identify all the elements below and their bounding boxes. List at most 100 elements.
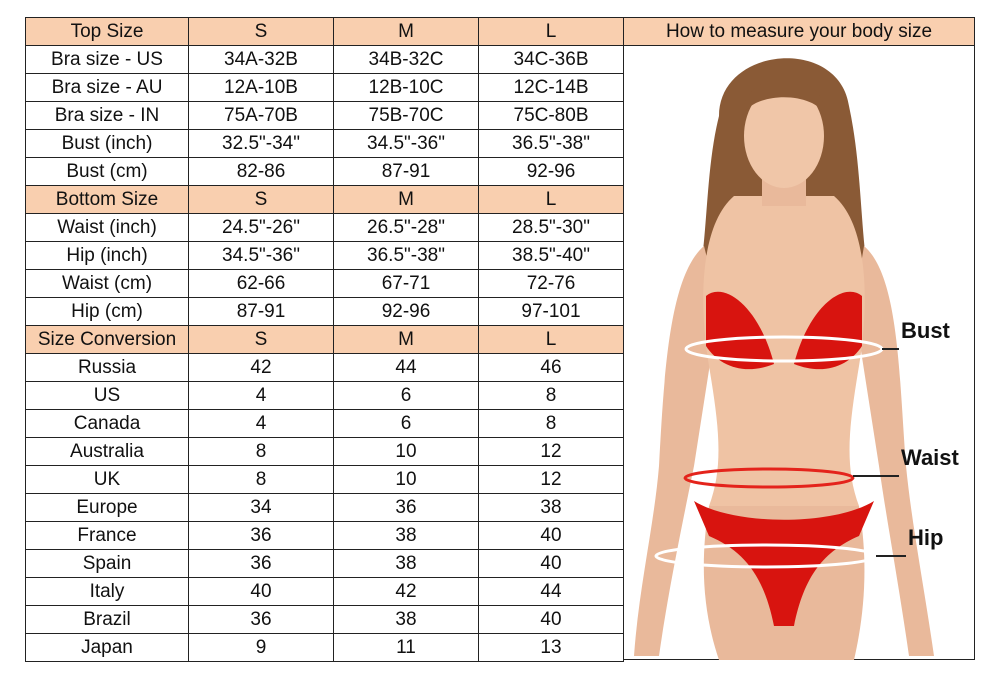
header-cell: Size Conversion: [25, 325, 189, 354]
value-cell: 97-101: [478, 297, 624, 326]
table-row: Canada 4 6 8: [25, 409, 624, 438]
value-cell: 38: [333, 521, 479, 550]
value-cell: 36.5"-38": [478, 129, 624, 158]
value-cell: 36: [333, 493, 479, 522]
value-cell: 36: [188, 521, 334, 550]
value-cell: 32.5"-34": [188, 129, 334, 158]
header-cell: L: [478, 17, 624, 46]
value-cell: 34A-32B: [188, 45, 334, 74]
value-cell: 62-66: [188, 269, 334, 298]
value-cell: 87-91: [188, 297, 334, 326]
section-header-row: Bottom Size S M L: [25, 185, 624, 214]
value-cell: 75A-70B: [188, 101, 334, 130]
row-label-cell: Hip (cm): [25, 297, 189, 326]
value-cell: 34B-32C: [333, 45, 479, 74]
value-cell: 87-91: [333, 157, 479, 186]
row-label-cell: Europe: [25, 493, 189, 522]
value-cell: 34.5"-36": [188, 241, 334, 270]
header-cell: M: [333, 325, 479, 354]
value-cell: 38: [333, 549, 479, 578]
value-cell: 6: [333, 381, 479, 410]
header-cell: M: [333, 17, 479, 46]
value-cell: 46: [478, 353, 624, 382]
row-label-cell: US: [25, 381, 189, 410]
bust-label: Bust: [901, 318, 950, 343]
table-row: Russia 42 44 46: [25, 353, 624, 382]
value-cell: 10: [333, 437, 479, 466]
table-row: Europe 34 36 38: [25, 493, 624, 522]
table-row: Bust (cm) 82-86 87-91 92-96: [25, 157, 624, 186]
hip-label: Hip: [908, 525, 944, 550]
value-cell: 40: [478, 549, 624, 578]
value-cell: 12B-10C: [333, 73, 479, 102]
value-cell: 28.5"-30": [478, 213, 624, 242]
value-cell: 75C-80B: [478, 101, 624, 130]
header-cell: L: [478, 325, 624, 354]
value-cell: 40: [478, 605, 624, 634]
row-label-cell: Australia: [25, 437, 189, 466]
value-cell: 9: [188, 633, 334, 662]
value-cell: 72-76: [478, 269, 624, 298]
header-cell: Top Size: [25, 17, 189, 46]
row-label-cell: Spain: [25, 549, 189, 578]
row-label-cell: Canada: [25, 409, 189, 438]
panel-title: How to measure your body size: [624, 18, 974, 46]
header-cell: S: [188, 325, 334, 354]
table-row: Brazil 36 38 40: [25, 605, 624, 634]
value-cell: 8: [188, 437, 334, 466]
value-cell: 42: [188, 353, 334, 382]
row-label-cell: Bra size - US: [25, 45, 189, 74]
table-row: Spain 36 38 40: [25, 549, 624, 578]
value-cell: 11: [333, 633, 479, 662]
table-row: France 36 38 40: [25, 521, 624, 550]
value-cell: 10: [333, 465, 479, 494]
row-label-cell: Italy: [25, 577, 189, 606]
table-row: Bra size - US 34A-32B 34B-32C 34C-36B: [25, 45, 624, 74]
value-cell: 6: [333, 409, 479, 438]
table-row: Italy 40 42 44: [25, 577, 624, 606]
value-cell: 38: [333, 605, 479, 634]
table-row: US 4 6 8: [25, 381, 624, 410]
value-cell: 13: [478, 633, 624, 662]
table-row: Bra size - AU 12A-10B 12B-10C 12C-14B: [25, 73, 624, 102]
value-cell: 12C-14B: [478, 73, 624, 102]
value-cell: 38: [478, 493, 624, 522]
header-cell: S: [188, 185, 334, 214]
value-cell: 67-71: [333, 269, 479, 298]
section-header-row: Size Conversion S M L: [25, 325, 624, 354]
table-row: Australia 8 10 12: [25, 437, 624, 466]
value-cell: 4: [188, 381, 334, 410]
value-cell: 34: [188, 493, 334, 522]
model-illustration: [634, 58, 934, 660]
header-cell: L: [478, 185, 624, 214]
value-cell: 34C-36B: [478, 45, 624, 74]
value-cell: 12: [478, 437, 624, 466]
value-cell: 92-96: [333, 297, 479, 326]
value-cell: 36: [188, 605, 334, 634]
value-cell: 42: [333, 577, 479, 606]
section-header-row: Top Size S M L: [25, 17, 624, 46]
value-cell: 8: [188, 465, 334, 494]
table-row: Waist (cm) 62-66 67-71 72-76: [25, 269, 624, 298]
value-cell: 8: [478, 409, 624, 438]
table-row: Hip (cm) 87-91 92-96 97-101: [25, 297, 624, 326]
row-label-cell: Waist (inch): [25, 213, 189, 242]
value-cell: 8: [478, 381, 624, 410]
value-cell: 36.5"-38": [333, 241, 479, 270]
row-label-cell: Bust (inch): [25, 129, 189, 158]
row-label-cell: France: [25, 521, 189, 550]
table-row: Bra size - IN 75A-70B 75B-70C 75C-80B: [25, 101, 624, 130]
row-label-cell: Russia: [25, 353, 189, 382]
table-row: Japan 9 11 13: [25, 633, 624, 662]
value-cell: 26.5"-28": [333, 213, 479, 242]
value-cell: 34.5"-36": [333, 129, 479, 158]
header-cell: Bottom Size: [25, 185, 189, 214]
waist-label: Waist: [901, 445, 959, 470]
table-row: UK 8 10 12: [25, 465, 624, 494]
row-label-cell: UK: [25, 465, 189, 494]
table-row: Hip (inch) 34.5"-36" 36.5"-38" 38.5"-40": [25, 241, 624, 270]
row-label-cell: Brazil: [25, 605, 189, 634]
header-cell: S: [188, 17, 334, 46]
value-cell: 92-96: [478, 157, 624, 186]
table-row: Bust (inch) 32.5"-34" 34.5"-36" 36.5"-38": [25, 129, 624, 158]
